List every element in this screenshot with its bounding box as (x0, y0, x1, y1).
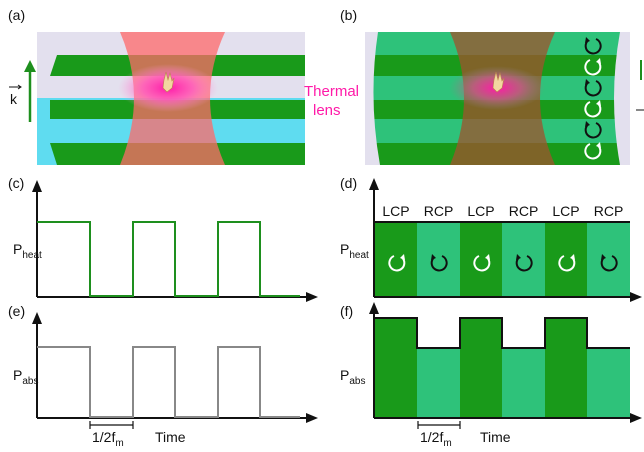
panel-e-plot (32, 312, 318, 429)
thermal-lens-label: lens (313, 102, 341, 119)
polarization-label: LCP (552, 203, 579, 219)
period-label-main: 1/2f (92, 429, 115, 445)
thermal-lens-label: Thermal (304, 83, 359, 100)
y-axis-label: Pheat (340, 241, 369, 261)
y-axis-label-sub: heat (349, 250, 369, 261)
polarization-label: LCP (382, 203, 409, 219)
y-axis-label-main: P (13, 367, 22, 383)
y-axis-label-main: P (340, 241, 349, 257)
period-label: 1/2fm (92, 429, 124, 447)
period-label-main: 1/2f (420, 429, 443, 445)
y-axis-label: Pabs (13, 367, 38, 387)
x-axis-label: Time (155, 429, 186, 445)
polarization-label: RCP (509, 203, 539, 219)
panel-label: (d) (340, 175, 357, 191)
panel-label: (f) (340, 303, 353, 319)
period-label: 1/2fm (420, 429, 452, 447)
period-label-sub: m (443, 438, 451, 447)
panel-c-plot (32, 180, 318, 302)
period-label-sub: m (115, 438, 123, 447)
figure: k Thermal lens (0, 0, 644, 447)
polarization-label: LCP (467, 203, 494, 219)
panel-label: (c) (8, 175, 24, 191)
y-axis-label-sub: heat (22, 250, 42, 261)
polarization-label: RCP (424, 203, 454, 219)
panel-label: (b) (340, 7, 357, 23)
x-axis-label: Time (480, 429, 511, 445)
panel-label: (a) (8, 7, 25, 23)
panel-b-scene (365, 32, 644, 165)
y-axis-label-sub: abs (349, 376, 365, 387)
y-axis-label-main: P (13, 241, 22, 257)
y-axis-label: Pabs (340, 367, 365, 387)
panel-label: (e) (8, 303, 25, 319)
panel-d-plot (369, 178, 642, 302)
y-axis-label-main: P (340, 367, 349, 383)
y-axis-label-sub: abs (22, 376, 38, 387)
panel-f-plot (369, 302, 642, 429)
polarization-label: RCP (594, 203, 624, 219)
wavevector-label: k (10, 91, 18, 107)
panel-a-scene (9, 32, 305, 165)
